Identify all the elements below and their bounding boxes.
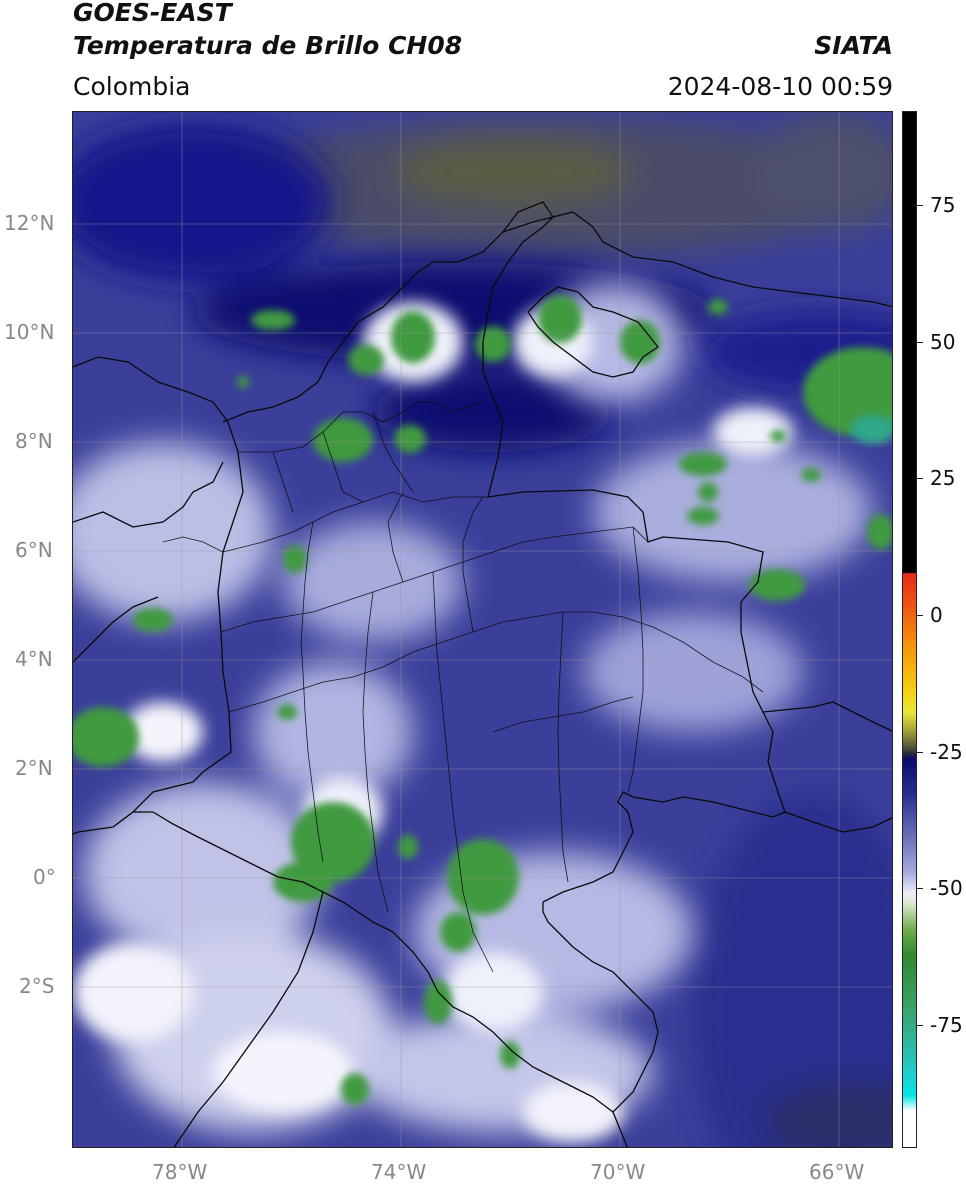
map-panel[interactable]: [72, 111, 893, 1148]
title-datetime: 2024-08-10 00:59: [667, 72, 893, 101]
title-product: Temperatura de Brillo CH08: [73, 31, 463, 60]
admin-borders: [162, 401, 764, 973]
colorbar-label-0: 0: [930, 603, 943, 627]
title-agency: SIATA: [814, 31, 893, 60]
colorbar-label-75: 75: [930, 193, 956, 217]
lon-label-66w: 66°W: [809, 1160, 865, 1184]
olive-dry-region: [223, 112, 892, 257]
colorbar-tick: [917, 615, 923, 616]
lat-label-2s: 2°S: [19, 974, 55, 998]
lat-label-4n: 4°N: [15, 647, 53, 671]
country-borders: [73, 201, 892, 1147]
lon-label-78w: 78°W: [152, 1160, 208, 1184]
colorbar-label-neg50: -50: [930, 876, 963, 900]
colorbar: [902, 111, 917, 1148]
lon-label-70w: 70°W: [590, 1160, 646, 1184]
lat-label-8n: 8°N: [15, 429, 53, 453]
map-canvas: [73, 112, 892, 1147]
colorbar-tick: [917, 478, 923, 479]
gridlines: [73, 112, 892, 1147]
colorbar-tick: [917, 752, 923, 753]
lat-label-12n: 12°N: [4, 211, 55, 235]
lon-label-74w: 74°W: [371, 1160, 427, 1184]
colorbar-label-neg25: -25: [930, 740, 963, 764]
lat-label-0: 0°: [33, 865, 56, 889]
colorbar-label-50: 50: [930, 330, 956, 354]
colorbar-tick: [917, 342, 923, 343]
lat-label-2n: 2°N: [15, 756, 53, 780]
lat-label-10n: 10°N: [4, 320, 55, 344]
colorbar-tick: [917, 205, 923, 206]
title-source: GOES-EAST: [73, 0, 232, 27]
colorbar-label-25: 25: [930, 466, 956, 490]
lat-label-6n: 6°N: [15, 538, 53, 562]
colorbar-tick: [917, 888, 923, 889]
colorbar-tick: [917, 1025, 923, 1026]
colorbar-label-neg75: -75: [930, 1013, 963, 1037]
title-region: Colombia: [73, 72, 191, 101]
convective-cores: [73, 295, 892, 1105]
